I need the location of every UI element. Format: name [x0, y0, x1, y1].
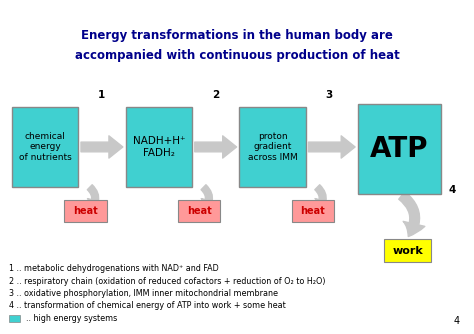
FancyBboxPatch shape	[358, 104, 441, 194]
FancyArrowPatch shape	[201, 185, 216, 208]
Text: heat: heat	[187, 206, 211, 216]
FancyArrowPatch shape	[315, 185, 330, 208]
Text: proton
gradient
across IMM: proton gradient across IMM	[248, 132, 297, 162]
FancyArrowPatch shape	[81, 136, 123, 158]
FancyBboxPatch shape	[178, 200, 220, 222]
Text: accompanied with continuous production of heat: accompanied with continuous production o…	[74, 49, 400, 61]
FancyBboxPatch shape	[9, 315, 20, 322]
Text: ATP: ATP	[370, 135, 428, 163]
FancyBboxPatch shape	[384, 239, 431, 262]
FancyArrowPatch shape	[195, 136, 237, 158]
Text: 3: 3	[326, 90, 333, 100]
Text: 4: 4	[449, 185, 456, 195]
FancyBboxPatch shape	[126, 107, 192, 187]
FancyBboxPatch shape	[239, 107, 306, 187]
Text: 3 .. oxidative phosphorylation, IMM inner mitochondrial membrane: 3 .. oxidative phosphorylation, IMM inne…	[9, 289, 279, 298]
Text: 4 .. transformation of chemical energy of ATP into work + some heat: 4 .. transformation of chemical energy o…	[9, 302, 286, 310]
FancyBboxPatch shape	[292, 200, 334, 222]
Text: .. high energy systems: .. high energy systems	[26, 314, 118, 323]
Text: chemical
energy
of nutrients: chemical energy of nutrients	[18, 132, 72, 162]
Text: heat: heat	[73, 206, 98, 216]
Text: work: work	[392, 245, 423, 256]
Text: heat: heat	[301, 206, 325, 216]
Text: 1: 1	[98, 90, 106, 100]
Text: 2 .. respiratory chain (oxidation of reduced cofactors + reduction of O₂ to H₂O): 2 .. respiratory chain (oxidation of red…	[9, 277, 326, 286]
FancyBboxPatch shape	[12, 107, 78, 187]
Text: 4: 4	[454, 316, 460, 326]
Text: Energy transformations in the human body are: Energy transformations in the human body…	[81, 29, 393, 41]
FancyArrowPatch shape	[399, 192, 425, 236]
FancyBboxPatch shape	[64, 200, 107, 222]
Text: NADH+H⁺
FADH₂: NADH+H⁺ FADH₂	[133, 136, 185, 158]
Text: 1 .. metabolic dehydrogenations with NAD⁺ and FAD: 1 .. metabolic dehydrogenations with NAD…	[9, 265, 219, 273]
FancyArrowPatch shape	[309, 136, 355, 158]
Text: 2: 2	[212, 90, 219, 100]
FancyArrowPatch shape	[87, 185, 102, 208]
